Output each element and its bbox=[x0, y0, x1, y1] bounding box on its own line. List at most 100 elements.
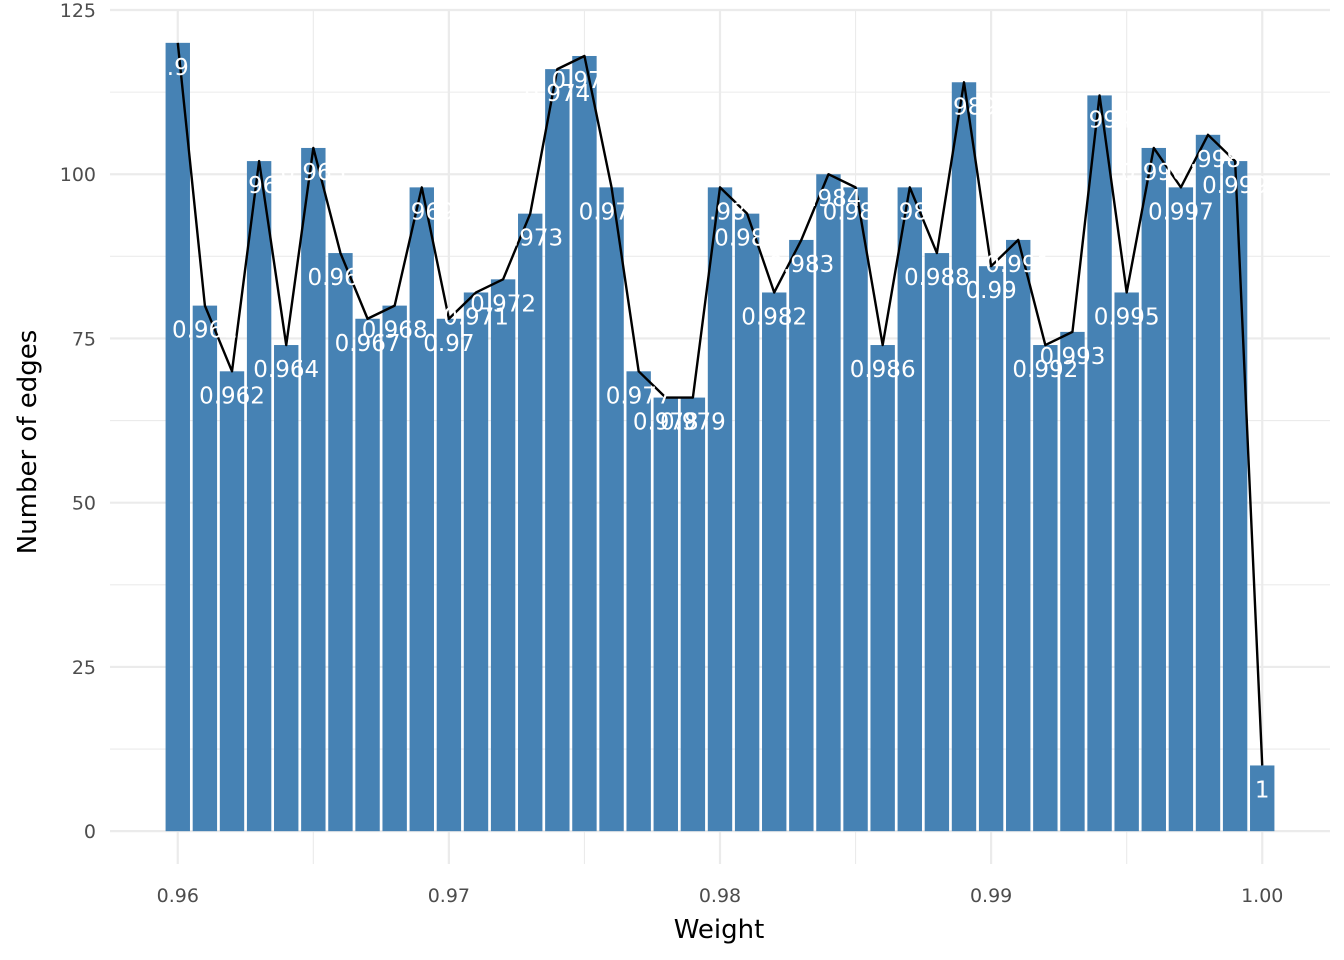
bar bbox=[1250, 765, 1275, 832]
bar bbox=[978, 266, 1004, 832]
data-label: 0.983 bbox=[768, 252, 834, 278]
data-label: 0.982 bbox=[741, 304, 807, 330]
data-label: 0.965 bbox=[280, 160, 346, 186]
data-label: 0.986 bbox=[850, 357, 916, 383]
bar bbox=[870, 345, 895, 832]
bar bbox=[680, 397, 706, 832]
bar bbox=[490, 279, 516, 832]
bar bbox=[599, 187, 624, 832]
data-label: 0.992 bbox=[1012, 357, 1078, 383]
bar bbox=[734, 213, 760, 832]
bar bbox=[1033, 345, 1058, 832]
data-label: 1 bbox=[1255, 777, 1270, 803]
bar bbox=[626, 371, 651, 832]
data-label: 0.973 bbox=[497, 226, 563, 252]
bar bbox=[1195, 134, 1221, 832]
data-label: 0.977 bbox=[606, 383, 672, 409]
bar bbox=[246, 161, 272, 832]
data-label: 0.994 bbox=[1067, 107, 1133, 133]
data-label: 0.99 bbox=[966, 278, 1017, 304]
data-label: 0.995 bbox=[1094, 304, 1160, 330]
x-tick-label: 0.99 bbox=[970, 885, 1012, 907]
bar bbox=[1114, 292, 1139, 832]
bar bbox=[789, 239, 814, 832]
data-label: 0.991 bbox=[985, 252, 1051, 278]
y-tick-label: 75 bbox=[72, 328, 96, 350]
data-label: 0.968 bbox=[362, 318, 428, 344]
x-tick-label: 0.96 bbox=[157, 885, 199, 907]
data-label: 0.997 bbox=[1148, 199, 1214, 225]
y-tick-label: 25 bbox=[72, 657, 96, 679]
data-label: 0.999 bbox=[1202, 173, 1268, 199]
data-label: 0.967 bbox=[335, 331, 401, 357]
x-axis-title: Weight bbox=[674, 915, 765, 945]
data-label: 0.976 bbox=[579, 199, 645, 225]
data-label: 0.966 bbox=[308, 265, 374, 291]
bar bbox=[518, 213, 543, 832]
bar bbox=[463, 292, 489, 832]
bar bbox=[653, 397, 678, 832]
y-tick-label: 100 bbox=[60, 164, 96, 186]
x-tick-label: 0.98 bbox=[699, 885, 741, 907]
data-label: 0.975 bbox=[552, 68, 618, 94]
bar bbox=[436, 318, 462, 832]
x-tick-label: 1.00 bbox=[1241, 885, 1283, 907]
bar bbox=[192, 305, 218, 832]
bar bbox=[707, 187, 733, 832]
bar bbox=[545, 69, 570, 832]
data-label: 0.972 bbox=[470, 291, 536, 317]
bar bbox=[816, 174, 841, 832]
data-label: 0.979 bbox=[660, 410, 726, 436]
bar bbox=[274, 345, 299, 832]
data-label: 0.964 bbox=[253, 357, 319, 383]
bar bbox=[951, 82, 977, 832]
y-axis-title: Number of edges bbox=[13, 330, 43, 555]
bars bbox=[165, 42, 1275, 832]
x-tick-label: 0.97 bbox=[428, 885, 470, 907]
bar bbox=[1168, 187, 1194, 832]
data-label: 0.978 bbox=[633, 410, 699, 436]
bar bbox=[382, 305, 407, 832]
x-axis-ticks: 0.96 0.97 0.98 0.99 1.00 bbox=[157, 885, 1284, 907]
bar bbox=[219, 371, 245, 832]
bar bbox=[355, 318, 380, 832]
trend-line-group bbox=[176, 42, 1264, 766]
data-labels: 0.960.9610.9620.9630.9640.9650.9660.9670… bbox=[152, 55, 1269, 804]
data-label: 0.993 bbox=[1040, 344, 1106, 370]
data-label: 0.981 bbox=[714, 226, 780, 252]
data-label: 0.969 bbox=[389, 199, 455, 225]
bar bbox=[301, 147, 326, 832]
bar bbox=[165, 42, 190, 832]
trend-line bbox=[176, 42, 1264, 766]
data-label: 0.996 bbox=[1121, 160, 1187, 186]
data-label: 0.961 bbox=[172, 318, 238, 344]
data-label: 0.97 bbox=[423, 331, 474, 357]
bar bbox=[897, 187, 922, 832]
bar bbox=[1141, 147, 1166, 832]
data-label: 0.984 bbox=[796, 186, 862, 212]
bar bbox=[1087, 95, 1112, 832]
data-label: 0.985 bbox=[823, 199, 889, 225]
bar bbox=[1222, 161, 1248, 832]
bar bbox=[924, 253, 950, 832]
bar bbox=[843, 187, 868, 832]
bar bbox=[409, 187, 434, 832]
bar bbox=[1006, 239, 1031, 832]
data-label: 0.98 bbox=[694, 199, 745, 225]
data-label: 0.987 bbox=[877, 199, 943, 225]
data-label: 0.989 bbox=[931, 94, 997, 120]
data-label: 0.988 bbox=[904, 265, 970, 291]
data-label: 0.974 bbox=[524, 81, 590, 107]
data-label: 0.962 bbox=[199, 383, 265, 409]
y-tick-label: 125 bbox=[60, 0, 96, 22]
data-label: 0.96 bbox=[152, 55, 203, 81]
bar bbox=[328, 253, 353, 832]
bar bbox=[762, 292, 787, 832]
y-axis-ticks: 0 25 50 75 100 125 bbox=[60, 0, 96, 843]
data-label: 0.998 bbox=[1175, 147, 1241, 173]
y-tick-label: 0 bbox=[84, 821, 96, 843]
data-label: 0.963 bbox=[226, 173, 292, 199]
y-tick-label: 50 bbox=[72, 493, 96, 515]
bar bbox=[572, 55, 597, 832]
